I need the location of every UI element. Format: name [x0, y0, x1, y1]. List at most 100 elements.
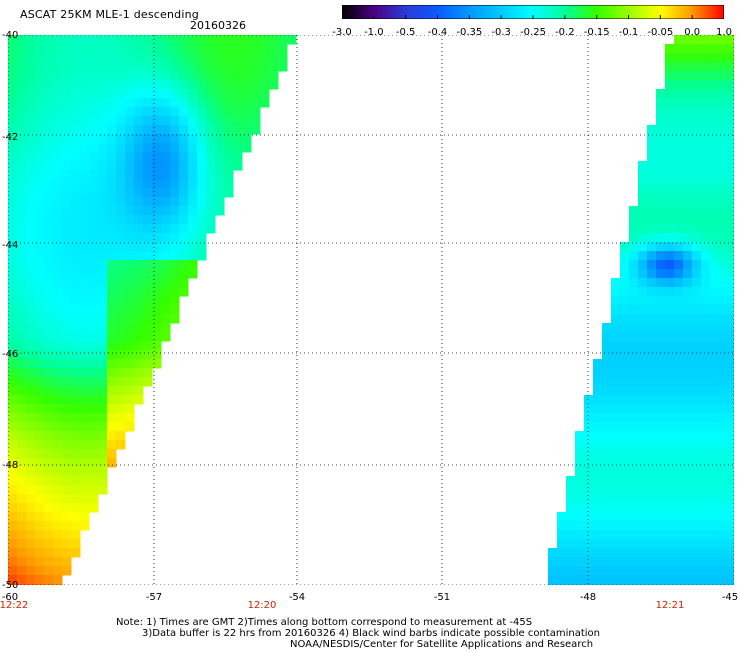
swath-pixel [674, 413, 684, 423]
swath-pixel [116, 350, 126, 360]
swath-pixel [89, 125, 99, 135]
swath-pixel [692, 575, 702, 585]
swath-pixel [629, 287, 639, 297]
swath-pixel [80, 350, 90, 360]
swath-pixel [647, 197, 657, 207]
swath-pixel [35, 521, 45, 531]
swath-pixel [674, 215, 684, 225]
swath-pixel [107, 368, 117, 378]
swath-pixel [152, 341, 162, 351]
swath-pixel [152, 89, 162, 99]
swath-pixel [53, 422, 63, 432]
swath-pixel [188, 125, 198, 135]
swath-pixel [566, 503, 576, 513]
swath-pixel [728, 116, 734, 126]
swath-pixel [206, 89, 216, 99]
swath-pixel [8, 575, 18, 585]
swath-pixel [152, 188, 162, 198]
swath-pixel [179, 152, 189, 162]
swath-pixel [197, 161, 207, 171]
swath-pixel [35, 494, 45, 504]
swath-pixel [674, 467, 684, 477]
swath-pixel [629, 332, 639, 342]
swath-pixel [683, 188, 693, 198]
swath-pixel [566, 512, 576, 522]
swath-pixel [80, 341, 90, 351]
swath-pixel [674, 242, 684, 252]
swath-pixel [611, 449, 621, 459]
swath-pixel [17, 404, 27, 414]
swath-pixel [710, 395, 720, 405]
swath-pixel [125, 89, 135, 99]
swath-pixel [728, 521, 734, 531]
swath-pixel [170, 314, 180, 324]
swath-pixel [26, 467, 36, 477]
swath-pixel [620, 485, 630, 495]
swath-pixel [602, 575, 612, 585]
swath-pixel [8, 323, 18, 333]
swath-pixel [728, 467, 734, 477]
swath-pixel [71, 323, 81, 333]
swath-pixel [215, 134, 225, 144]
swath-pixel [17, 485, 27, 495]
swath-pixel [107, 134, 117, 144]
swath-pixel [593, 521, 603, 531]
swath-pixel [728, 422, 734, 432]
swath-pixel [584, 539, 594, 549]
swath-pixel [80, 377, 90, 387]
swath-pixel [728, 440, 734, 450]
swath-pixel [116, 251, 126, 261]
swath-pixel [152, 107, 162, 117]
swath-pixel [683, 449, 693, 459]
swath-pixel [665, 62, 675, 72]
swath-pixel [197, 89, 207, 99]
swath-pixel [638, 566, 648, 576]
swath-pixel [116, 98, 126, 108]
swath-pixel [197, 71, 207, 81]
swath-pixel [116, 152, 126, 162]
swath-pixel [701, 53, 711, 63]
swath-pixel [179, 179, 189, 189]
swath-pixel [233, 62, 243, 72]
swath-pixel [674, 206, 684, 216]
swath-pixel [17, 287, 27, 297]
swath-pixel [143, 80, 153, 90]
swath-pixel [170, 53, 180, 63]
swath-pixel [665, 476, 675, 486]
swath-pixel [17, 179, 27, 189]
swath-pixel [143, 314, 153, 324]
swath-pixel [44, 143, 54, 153]
swath-pixel [71, 485, 81, 495]
swath-pixel [80, 278, 90, 288]
swath-pixel [107, 143, 117, 153]
swath-pixel [44, 89, 54, 99]
swath-pixel [647, 305, 657, 315]
graticule [8, 35, 734, 585]
swath-pixel [71, 107, 81, 117]
swath-pixel [44, 197, 54, 207]
swath-pixel [161, 242, 171, 252]
swath-pixel [53, 584, 63, 585]
swath-pixel [674, 278, 684, 288]
swath-pixel [35, 422, 45, 432]
swath-pixel [701, 494, 711, 504]
swath-pixel [683, 62, 693, 72]
swath-pixel [53, 251, 63, 261]
swath-pixel [260, 80, 270, 90]
swath-pixel [206, 107, 216, 117]
swath-pixel [620, 575, 630, 585]
swath-pixel [602, 440, 612, 450]
swath-pixel [107, 197, 117, 207]
swath-pixel [116, 215, 126, 225]
swath-pixel [647, 215, 657, 225]
swath-pixel [26, 62, 36, 72]
swath-pixel [8, 449, 18, 459]
swath-pixel [665, 224, 675, 234]
swath-pixel [143, 179, 153, 189]
swath-pixel [134, 233, 144, 243]
swath-pixel [161, 332, 171, 342]
swath-pixel [62, 161, 72, 171]
swath-pixel [602, 584, 612, 585]
swath-pixel [53, 323, 63, 333]
swath-pixel [719, 350, 729, 360]
